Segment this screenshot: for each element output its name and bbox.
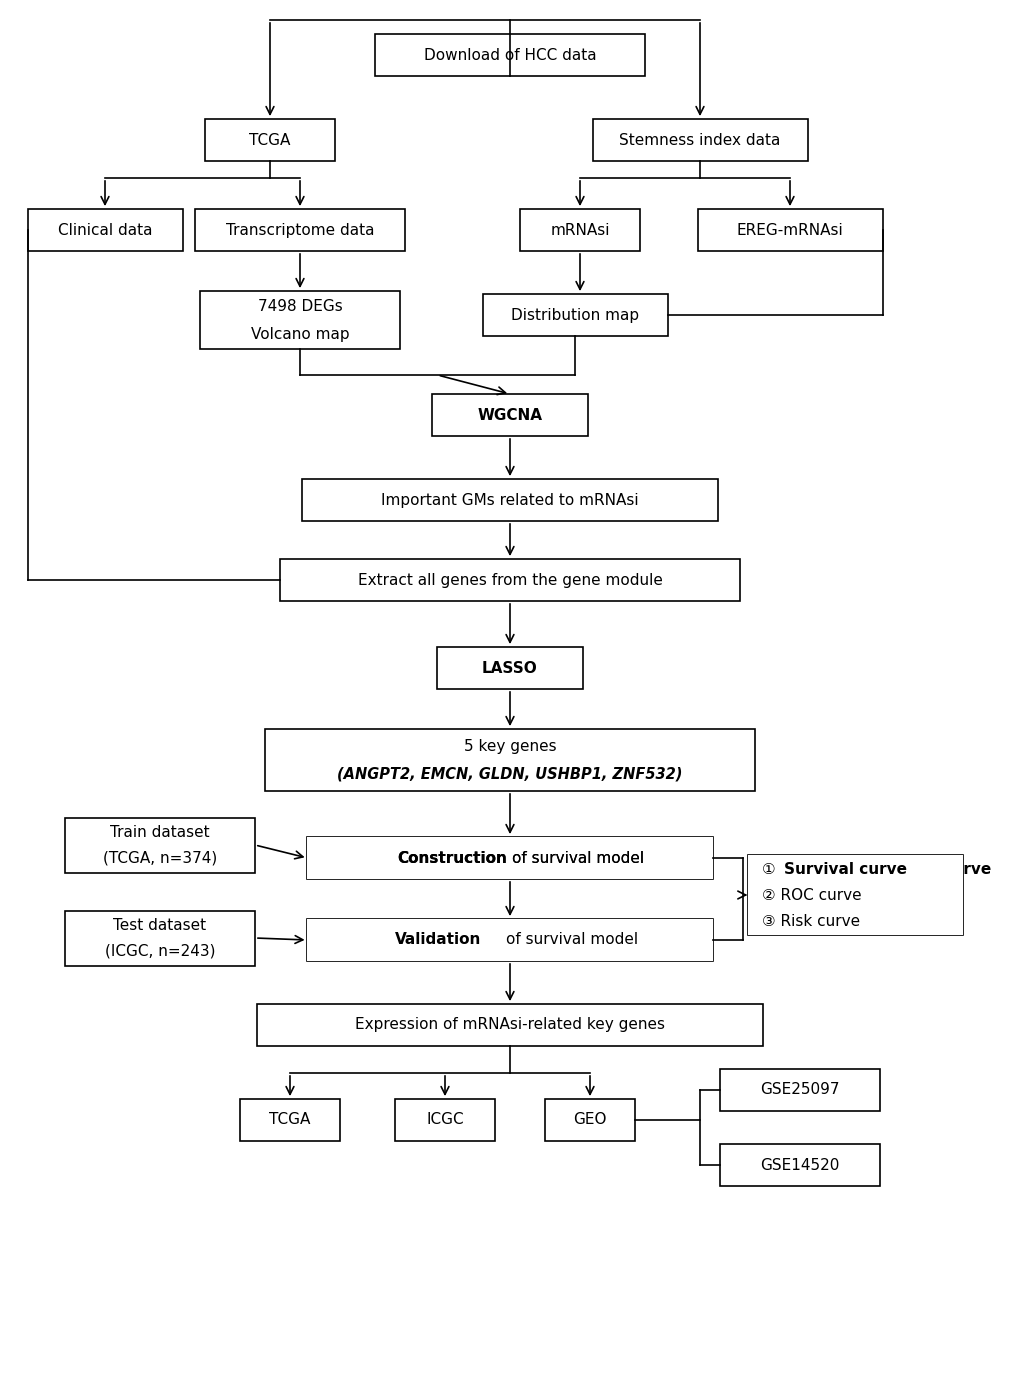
Bar bbox=[307, 918, 712, 961]
Text: TCGA: TCGA bbox=[249, 132, 290, 147]
Bar bbox=[375, 34, 644, 76]
Text: Construction: Construction bbox=[396, 851, 506, 865]
Text: LASSO: LASSO bbox=[482, 660, 537, 675]
Bar bbox=[280, 560, 739, 601]
Bar bbox=[257, 1004, 762, 1046]
Text: GEO: GEO bbox=[573, 1112, 606, 1127]
Bar bbox=[719, 1068, 879, 1111]
Text: Download of HCC data: Download of HCC data bbox=[423, 48, 596, 62]
Text: 7498 DEGs: 7498 DEGs bbox=[258, 298, 342, 314]
Text: Stemness index data: Stemness index data bbox=[619, 132, 780, 147]
Text: of survival model: of survival model bbox=[505, 932, 638, 947]
Bar bbox=[482, 294, 666, 336]
Text: of survival model: of survival model bbox=[512, 851, 643, 865]
Text: Volcano map: Volcano map bbox=[251, 326, 348, 341]
Text: GSE14520: GSE14520 bbox=[759, 1158, 839, 1173]
Text: Train dataset: Train dataset bbox=[110, 825, 210, 840]
Bar bbox=[719, 1144, 879, 1187]
Text: mRNAsi: mRNAsi bbox=[549, 223, 609, 238]
Text: ③ Risk curve: ③ Risk curve bbox=[805, 913, 903, 928]
Bar bbox=[65, 818, 255, 873]
Text: 5 key genes: 5 key genes bbox=[464, 738, 555, 754]
Text: Construction: Construction bbox=[396, 851, 506, 865]
Bar bbox=[437, 648, 582, 689]
Bar bbox=[195, 209, 405, 252]
Text: (TCGA, n=374): (TCGA, n=374) bbox=[103, 851, 217, 865]
Text: Survival curve: Survival curve bbox=[784, 862, 907, 876]
Text: Test dataset: Test dataset bbox=[113, 917, 207, 932]
Text: ③ Risk curve: ③ Risk curve bbox=[762, 913, 860, 928]
Text: ICGC: ICGC bbox=[426, 1112, 464, 1127]
Text: EREG-mRNAsi: EREG-mRNAsi bbox=[736, 223, 843, 238]
Text: TCGA: TCGA bbox=[269, 1112, 311, 1127]
Bar bbox=[265, 729, 754, 791]
Bar bbox=[394, 1099, 494, 1141]
Bar bbox=[747, 855, 962, 935]
Bar bbox=[307, 918, 712, 961]
Text: Distribution map: Distribution map bbox=[511, 308, 639, 323]
Text: Extract all genes from the gene module: Extract all genes from the gene module bbox=[358, 572, 661, 587]
Text: ①: ① bbox=[762, 862, 781, 876]
Text: of survival model: of survival model bbox=[512, 851, 643, 865]
Text: (ANGPT2, EMCN, GLDN, USHBP1, ZNF532): (ANGPT2, EMCN, GLDN, USHBP1, ZNF532) bbox=[337, 766, 682, 781]
Text: ② ROC curve: ② ROC curve bbox=[762, 887, 861, 902]
Text: Clinical data: Clinical data bbox=[58, 223, 152, 238]
Bar bbox=[520, 209, 639, 252]
Bar bbox=[432, 395, 587, 436]
Bar bbox=[239, 1099, 339, 1141]
Bar bbox=[28, 209, 182, 252]
Text: Important GMs related to mRNAsi: Important GMs related to mRNAsi bbox=[381, 492, 638, 507]
Bar bbox=[747, 855, 962, 935]
Text: Transcriptome data: Transcriptome data bbox=[225, 223, 374, 238]
Text: WGCNA: WGCNA bbox=[477, 407, 542, 422]
Text: ①: ① bbox=[848, 862, 861, 876]
Bar bbox=[307, 837, 712, 879]
Text: Expression of mRNAsi-related key genes: Expression of mRNAsi-related key genes bbox=[355, 1018, 664, 1033]
Text: Survival curve: Survival curve bbox=[862, 862, 990, 876]
Text: Validation: Validation bbox=[394, 932, 481, 947]
Text: GSE25097: GSE25097 bbox=[759, 1082, 839, 1097]
Bar bbox=[544, 1099, 635, 1141]
Bar bbox=[303, 478, 716, 521]
Bar bbox=[200, 292, 399, 349]
Bar bbox=[307, 837, 712, 879]
Text: Construction of survival model: Construction of survival model bbox=[392, 851, 627, 865]
Text: (ICGC, n=243): (ICGC, n=243) bbox=[105, 943, 215, 958]
Bar bbox=[65, 910, 255, 965]
Bar bbox=[592, 120, 807, 161]
Bar bbox=[697, 209, 881, 252]
Bar bbox=[205, 120, 334, 161]
Text: ② ROC curve: ② ROC curve bbox=[804, 887, 904, 902]
